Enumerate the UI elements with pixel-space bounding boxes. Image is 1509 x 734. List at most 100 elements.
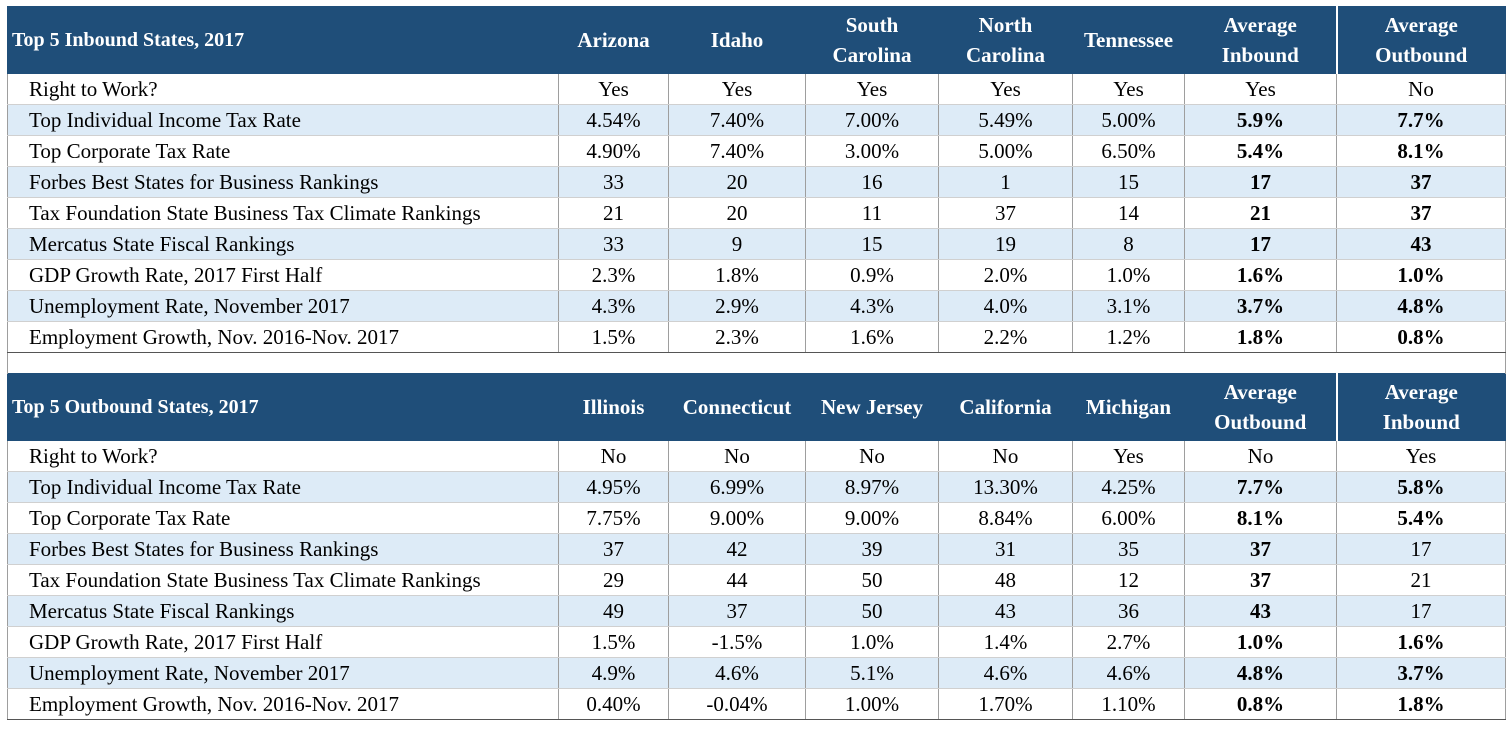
table-cell: 0.40% (558, 688, 669, 720)
table-cell: 5.49% (938, 104, 1073, 136)
column-header: Arizona (558, 6, 669, 74)
table-cell: 1.2% (1072, 321, 1185, 353)
table-cell: 17 (1184, 166, 1337, 198)
table-cell: 4.8% (1184, 657, 1337, 689)
table-cell: Yes (668, 73, 806, 105)
table-cell: 42 (668, 533, 806, 565)
table-cell: 3.7% (1184, 290, 1337, 322)
table-cell: 0.9% (805, 259, 939, 291)
table-cell: No (558, 440, 669, 472)
table-cell: 2.9% (668, 290, 806, 322)
table-row: Tax Foundation State Business Tax Climat… (7, 197, 1506, 229)
table-cell: 7.7% (1184, 471, 1337, 503)
table-cell: 37 (1184, 564, 1337, 596)
table-cell: 1.6% (1184, 259, 1337, 291)
row-label: GDP Growth Rate, 2017 First Half (7, 259, 559, 291)
table-cell: 7.40% (668, 135, 806, 167)
table-cell: 37 (938, 197, 1073, 229)
row-label: Unemployment Rate, November 2017 (7, 290, 559, 322)
table-header-row: Top 5 Outbound States, 2017 Illinois Conne… (7, 373, 1506, 441)
table-row: Top Corporate Tax Rate 7.75% 9.00% 9.00% 8.8… (7, 502, 1506, 534)
table-cell: 2.3% (558, 259, 669, 291)
table-gap-cell (7, 352, 1506, 374)
row-label: Right to Work? (7, 73, 559, 105)
table-cell: 0.8% (1184, 688, 1337, 720)
table-cell: 1.0% (805, 626, 939, 658)
table-cell: No (668, 440, 806, 472)
table-cell: Yes (938, 73, 1073, 105)
row-label: Forbes Best States for Business Rankings (7, 533, 559, 565)
table-cell: 3.00% (805, 135, 939, 167)
column-header-line: North (978, 13, 1033, 37)
table-row: Tax Foundation State Business Tax Climat… (7, 564, 1506, 596)
table-cell: 2.7% (1072, 626, 1185, 658)
table-cell: 4.0% (938, 290, 1073, 322)
table-cell: 13.30% (938, 471, 1073, 503)
column-header-line: Average (1384, 13, 1458, 37)
row-label: Top Individual Income Tax Rate (7, 471, 559, 503)
table-cell: 37 (1184, 533, 1337, 565)
table-cell: 1.8% (1184, 321, 1337, 353)
table-cell: 9 (668, 228, 806, 260)
column-header-line: Carolina (832, 43, 912, 67)
table-cell: 33 (558, 228, 669, 260)
table-cell: 20 (668, 166, 806, 198)
table-cell: 1.0% (1336, 259, 1506, 291)
table-cell: -1.5% (668, 626, 806, 658)
table-row: Top Individual Income Tax Rate 4.95% 6.99%… (7, 471, 1506, 503)
table-cell: 9.00% (805, 502, 939, 534)
table-row: Employment Growth, Nov. 2016-Nov. 2017 1.… (7, 321, 1506, 353)
row-label: Tax Foundation State Business Tax Climat… (7, 564, 559, 596)
table-cell: 6.50% (1072, 135, 1185, 167)
table-cell: 11 (805, 197, 939, 229)
comparison-tables: Top 5 Inbound States, 2017 Arizona Idaho So… (7, 6, 1506, 720)
table-cell: 8.1% (1336, 135, 1506, 167)
table-row: GDP Growth Rate, 2017 First Half 2.3% 1.8%… (7, 259, 1506, 291)
table-cell: 3.7% (1336, 657, 1506, 689)
table-cell: 4.3% (805, 290, 939, 322)
table-cell: 4.90% (558, 135, 669, 167)
table-cell: 5.00% (938, 135, 1073, 167)
state-comparison-table: Top 5 Inbound States, 2017 Arizona Idaho So… (7, 6, 1506, 720)
table-cell: 5.8% (1336, 471, 1506, 503)
table-cell: 43 (1184, 595, 1337, 627)
table-cell: 4.25% (1072, 471, 1185, 503)
column-header: Michigan (1072, 373, 1185, 441)
table-cell: No (1184, 440, 1337, 472)
column-header-line: Average (1223, 13, 1297, 37)
row-label: Mercatus State Fiscal Rankings (7, 228, 559, 260)
table-cell: No (1336, 73, 1506, 105)
table-cell: 43 (1336, 228, 1506, 260)
table-row: Unemployment Rate, November 2017 4.9% 4.6%… (7, 657, 1506, 689)
column-header: Idaho (668, 6, 806, 74)
row-label: Top Corporate Tax Rate (7, 135, 559, 167)
table-cell: 5.4% (1336, 502, 1506, 534)
table-cell: 49 (558, 595, 669, 627)
column-header: Average Outbound (1335, 6, 1506, 74)
table-cell: 21 (558, 197, 669, 229)
table-cell: 33 (558, 166, 669, 198)
table-cell: 4.95% (558, 471, 669, 503)
table-cell: 21 (1336, 564, 1506, 596)
table-row: Unemployment Rate, November 2017 4.3% 2.9%… (7, 290, 1506, 322)
table-cell: 2.2% (938, 321, 1073, 353)
table-title: Top 5 Outbound States, 2017 (7, 373, 559, 441)
table-cell: 1.0% (1072, 259, 1185, 291)
table-cell: 8.97% (805, 471, 939, 503)
table-cell: 5.1% (805, 657, 939, 689)
table-row: Forbes Best States for Business Rankings… (7, 166, 1506, 198)
column-header: Average Outbound (1184, 373, 1337, 441)
table-cell: Yes (1336, 440, 1506, 472)
table-cell: -0.04% (668, 688, 806, 720)
column-header-line: Average (1223, 380, 1297, 404)
table-cell: 17 (1184, 228, 1337, 260)
row-label: GDP Growth Rate, 2017 First Half (7, 626, 559, 658)
table-row: Mercatus State Fiscal Rankings 49 37 50 43 36… (7, 595, 1506, 627)
table-cell: 6.99% (668, 471, 806, 503)
table-cell: 1.6% (1336, 626, 1506, 658)
table-cell: 4.54% (558, 104, 669, 136)
table-cell: 44 (668, 564, 806, 596)
table-cell: 21 (1184, 197, 1337, 229)
table-cell: 31 (938, 533, 1073, 565)
column-header-line: New Jersey (820, 395, 924, 419)
